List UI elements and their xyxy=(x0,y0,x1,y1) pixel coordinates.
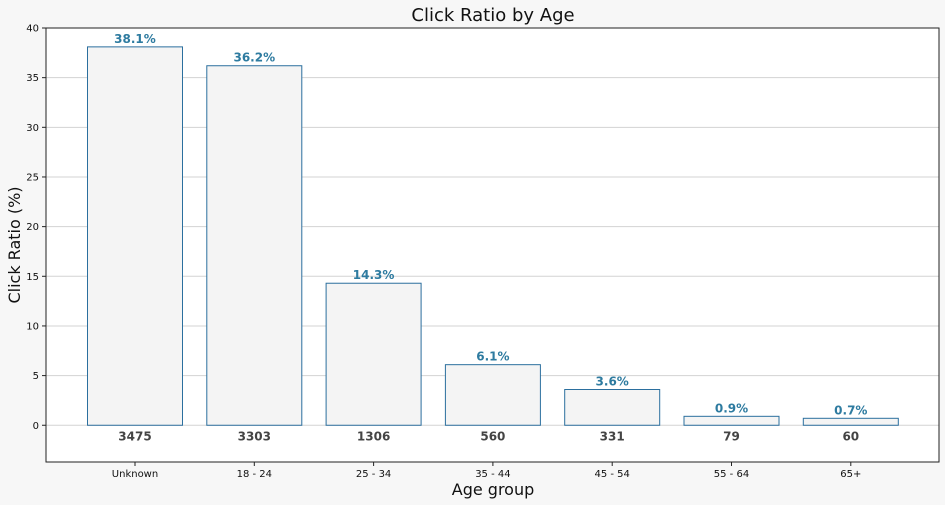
bar-value-label: 3.6% xyxy=(596,375,629,389)
chart-title: Click Ratio by Age xyxy=(411,5,574,26)
x-axis-ticks: Unknown 18 - 24 25 - 34 35 - 44 45 - 54 55 - … xyxy=(112,462,861,480)
bar-value-label: 6.1% xyxy=(476,350,509,364)
bars: 38.1% 3475 36.2% 3303 14.3% 1306 6.1% 560 3.6% 33… xyxy=(87,32,899,443)
x-tick-label: 55 - 64 xyxy=(714,469,749,480)
bar-count-label: 60 xyxy=(842,429,859,443)
y-tick-label: 20 xyxy=(26,222,39,233)
y-tick-label: 30 xyxy=(26,123,39,134)
bar-value-label: 36.2% xyxy=(233,51,275,65)
y-axis-ticks: 0 5 10 15 20 25 30 35 40 xyxy=(26,24,46,432)
bar xyxy=(206,65,303,426)
bar-count-label: 560 xyxy=(480,429,505,443)
x-tick-label: 65+ xyxy=(840,469,861,480)
x-tick-label: 45 - 54 xyxy=(594,469,629,480)
y-tick-label: 35 xyxy=(26,73,39,84)
y-tick-label: 0 xyxy=(33,421,39,432)
x-axis-label: Age group xyxy=(452,480,535,499)
bar xyxy=(683,415,780,426)
y-axis-label: Click Ratio (%) xyxy=(5,186,24,303)
x-tick-label: 35 - 44 xyxy=(475,469,510,480)
y-tick-label: 25 xyxy=(26,172,39,183)
y-tick-label: 5 xyxy=(33,371,39,382)
x-tick-label: Unknown xyxy=(112,469,158,480)
bar xyxy=(564,389,661,426)
x-tick-label: 25 - 34 xyxy=(356,469,391,480)
bar-count-label: 79 xyxy=(723,429,740,443)
y-tick-label: 10 xyxy=(26,321,39,332)
bar-count-label: 3303 xyxy=(238,429,271,443)
bar xyxy=(802,417,899,426)
bar-count-label: 1306 xyxy=(357,429,390,443)
y-tick-label: 15 xyxy=(26,272,39,283)
bar-value-label: 0.9% xyxy=(715,401,748,415)
plot-frame xyxy=(45,27,940,463)
bar-count-label: 3475 xyxy=(118,429,151,443)
bar xyxy=(87,46,183,426)
bar xyxy=(325,282,422,426)
bar-value-label: 14.3% xyxy=(353,268,395,282)
bar xyxy=(444,364,541,426)
x-tick-label: 18 - 24 xyxy=(237,469,272,480)
bar-count-label: 331 xyxy=(600,429,625,443)
bar-value-label: 0.7% xyxy=(834,403,867,417)
y-tick-label: 40 xyxy=(26,24,39,35)
bar-value-label: 38.1% xyxy=(114,32,156,46)
